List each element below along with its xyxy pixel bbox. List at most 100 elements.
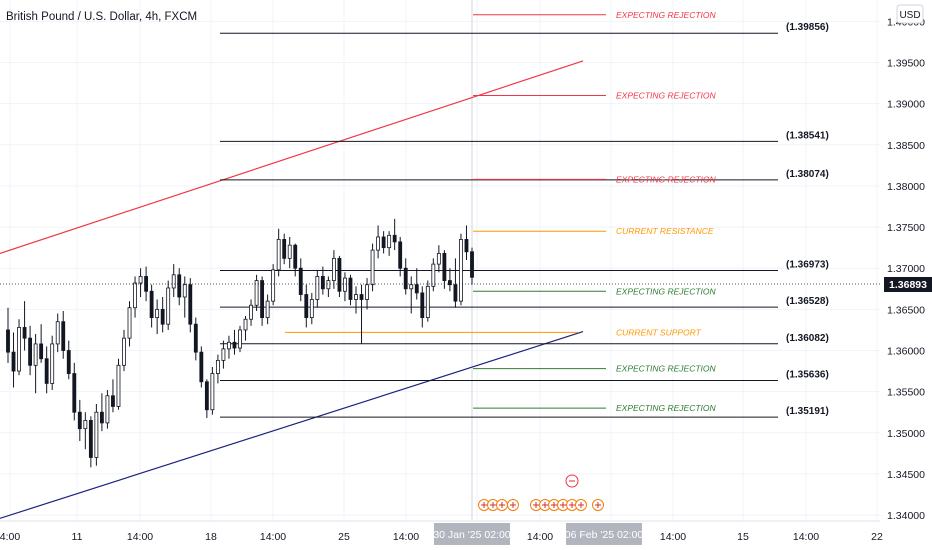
current-price-tag (884, 277, 932, 292)
currency-button[interactable] (896, 4, 924, 24)
candle-body (133, 282, 137, 309)
candle-body (304, 294, 309, 318)
candle-body (122, 337, 126, 366)
candle-body (337, 257, 342, 292)
candle-body (28, 337, 33, 366)
candle-body (260, 280, 265, 318)
candle-body (392, 234, 397, 243)
x-tick-label: 4:00 (0, 531, 20, 543)
candle-body (453, 284, 458, 302)
candle-body (376, 236, 381, 251)
crosshair-date-label-1-bg (434, 523, 510, 545)
y-tick-label: 1.37500 (887, 222, 925, 234)
candle-body (88, 420, 93, 458)
support-resistance-levels: (1.39856) (1.38541) (1.38074) (1.36973) (1.3… (220, 22, 829, 418)
candle-body (188, 284, 193, 325)
x-tick-label: 14:00 (793, 531, 819, 543)
economic-events[interactable] (478, 474, 604, 511)
y-tick-label: 1.36000 (887, 346, 925, 358)
candle-body (182, 284, 187, 298)
annotation-label: EXPECTING REJECTION (616, 286, 717, 296)
candle-body (282, 239, 287, 259)
candle-body (431, 263, 436, 287)
y-tick-label: 1.35500 (887, 387, 925, 399)
candle-body (127, 307, 132, 339)
candle-body (77, 411, 82, 430)
level-label: (1.38074) (786, 169, 829, 180)
y-tick-label: 1.35000 (887, 428, 925, 440)
candle-body (365, 284, 369, 300)
crosshair-date-label-2-bg (566, 523, 642, 545)
candle-body (331, 257, 336, 281)
candle-body (359, 294, 364, 300)
y-tick-label: 1.34500 (887, 469, 925, 481)
candle-body (105, 395, 110, 424)
x-tick-label: 11 (72, 531, 83, 543)
candle-body (425, 285, 430, 318)
x-tick-label: 22 (871, 531, 883, 543)
candle-body (398, 241, 403, 269)
annotation-label: EXPECTING REJECTION (616, 403, 717, 413)
level-label: (1.39856) (786, 22, 829, 33)
candle-body (436, 253, 441, 265)
candle-body (298, 267, 303, 295)
annotations: EXPECTING REJECTION EXPECTING REJECTION EX… (285, 10, 717, 413)
candle-body (50, 343, 55, 384)
x-tick-label: 14:00 (393, 531, 419, 543)
x-tick-label: 15 (737, 531, 749, 543)
candle-body (138, 276, 143, 284)
candle-body (409, 284, 414, 290)
candle-body (381, 236, 386, 249)
candle-body (254, 280, 259, 306)
level-label: (1.35191) (786, 406, 829, 417)
currency-button-label: USD (899, 10, 920, 21)
candle-body (403, 267, 408, 290)
candle-body (66, 350, 71, 374)
candle-body (249, 304, 253, 320)
annotation-label: EXPECTING REJECTION (616, 10, 717, 20)
annotation-label: EXPECTING REJECTION (616, 364, 717, 374)
candle-body (171, 274, 176, 289)
candle-body (215, 359, 220, 374)
candle-body (238, 329, 242, 349)
candle-body (320, 276, 325, 290)
candle-body (160, 308, 165, 325)
candle-body (204, 381, 209, 411)
annotation-label: EXPECTING REJECTION (616, 90, 717, 100)
candle-body (271, 269, 276, 302)
candle-body (210, 373, 215, 411)
candle-body (22, 327, 27, 339)
price-axis-bg (880, 0, 932, 550)
y-tick-label: 1.38000 (887, 181, 925, 193)
candle-body (348, 277, 353, 300)
candle-body (387, 234, 392, 249)
x-tick-label: 18 (205, 531, 217, 543)
annotation-label: CURRENT SUPPORT (616, 327, 702, 337)
trendlines (0, 60, 584, 519)
chart-title: British Pound / U.S. Dollar, 4h, FXCM (6, 11, 197, 23)
candle-body (227, 341, 231, 350)
candle-body (116, 364, 121, 407)
candle-body (166, 287, 171, 325)
candle-body (326, 280, 331, 290)
y-tick-label: 1.39000 (887, 99, 925, 111)
candle-body (315, 276, 320, 300)
candle-body (354, 294, 358, 300)
upper-trendline (0, 60, 584, 254)
current-price-label: 1.36893 (889, 279, 927, 291)
candle-body (293, 244, 298, 269)
level-label: (1.36973) (786, 259, 829, 270)
annotation-label: CURRENT RESISTANCE (616, 226, 714, 236)
grid (0, 0, 880, 521)
candle-body (72, 373, 77, 413)
candle-body (221, 348, 226, 361)
y-tick-label: 1.36500 (887, 304, 925, 316)
x-tick-label: 25 (338, 531, 350, 543)
y-tick-label: 1.39500 (887, 58, 925, 70)
level-label: (1.36528) (786, 296, 829, 307)
candle-body (370, 249, 375, 286)
candle-body (459, 239, 463, 302)
candle-body (470, 251, 474, 278)
x-tick-label: 14:00 (260, 531, 286, 543)
